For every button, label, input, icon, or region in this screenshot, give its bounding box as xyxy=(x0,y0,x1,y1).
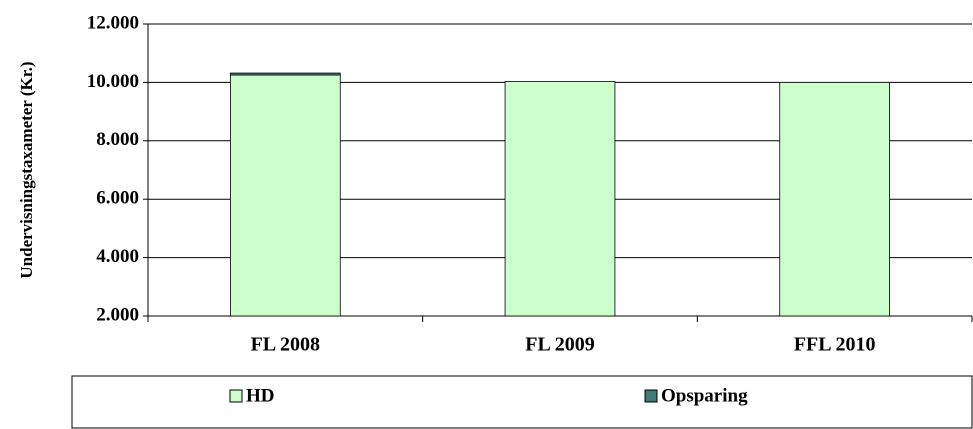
x-tick-label: FL 2009 xyxy=(525,334,594,356)
y-axis-label: Undervisningstaxameter (Kr.) xyxy=(17,61,36,278)
x-tick-label: FFL 2010 xyxy=(794,334,876,356)
bar-segment xyxy=(779,82,891,317)
bar-segment xyxy=(229,74,341,317)
legend-label: HD xyxy=(246,385,275,406)
legend-label: Opsparing xyxy=(661,385,748,406)
y-tick-label: 4.000 xyxy=(96,246,139,267)
x-tick-label: FL 2008 xyxy=(251,334,320,356)
y-tick-label: 10.000 xyxy=(87,71,139,92)
legend-swatch xyxy=(644,389,658,403)
bar-segment xyxy=(504,81,616,317)
legend-box xyxy=(71,375,973,429)
y-tick-label: 6.000 xyxy=(96,188,139,209)
bar-segment xyxy=(229,72,341,76)
y-tick-label: 8.000 xyxy=(96,129,139,150)
legend-swatch xyxy=(229,389,243,403)
y-tick-label: 2.000 xyxy=(96,304,139,325)
y-tick-label: 12.000 xyxy=(87,12,139,33)
